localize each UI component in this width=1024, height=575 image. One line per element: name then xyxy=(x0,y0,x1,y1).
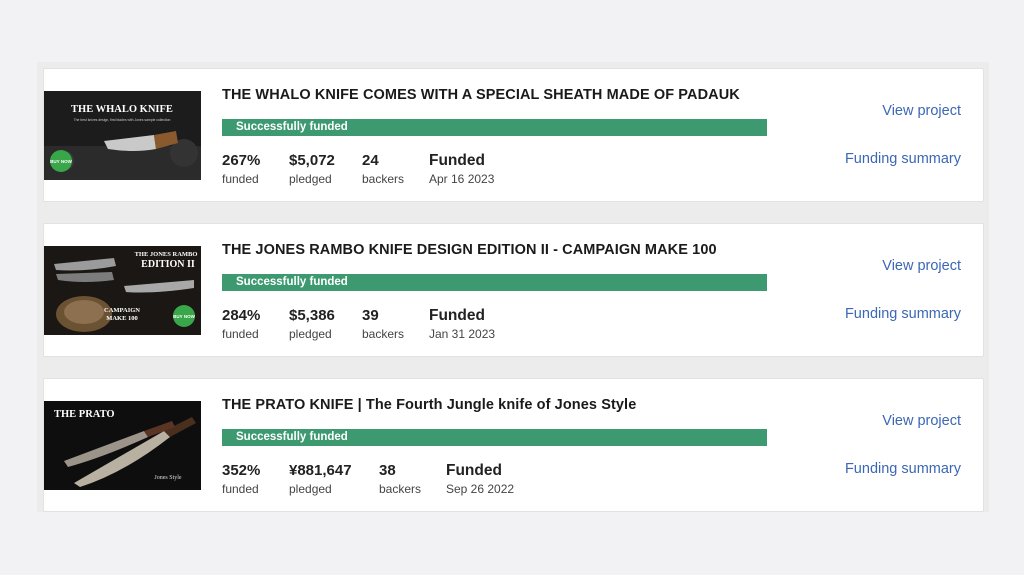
funded-date: Funded Sep 26 2022 xyxy=(446,462,515,496)
whalo-knife-image: THE WHALO KNIFE The best knives design, … xyxy=(44,91,201,180)
project-thumbnail[interactable]: THE WHALO KNIFE The best knives design, … xyxy=(44,91,201,180)
svg-text:Jones Style: Jones Style xyxy=(154,475,182,481)
view-project-link[interactable]: View project xyxy=(882,103,961,119)
amount-pledged: $5,072 pledged xyxy=(289,152,335,186)
percent-funded: 284% funded xyxy=(222,307,261,341)
funded-date: Funded Apr 16 2023 xyxy=(429,152,495,186)
project-card: THE WHALO KNIFE The best knives design, … xyxy=(43,68,984,202)
svg-text:THE WHALO KNIFE: THE WHALO KNIFE xyxy=(71,104,173,115)
svg-text:THE JONES RAMBO: THE JONES RAMBO xyxy=(135,251,198,258)
jones-rambo-knife-image: THE JONES RAMBO EDITION II CAMPAIGN MAKE… xyxy=(44,246,201,335)
percent-funded: 267% funded xyxy=(222,152,261,186)
svg-text:EDITION II: EDITION II xyxy=(141,259,195,270)
project-thumbnail[interactable]: THE JONES RAMBO EDITION II CAMPAIGN MAKE… xyxy=(44,246,201,335)
view-project-link[interactable]: View project xyxy=(882,258,961,274)
funding-summary-link[interactable]: Funding summary xyxy=(844,306,961,322)
prato-knife-image: THE PRATO Jones Style xyxy=(44,401,201,490)
svg-text:BUY NOW: BUY NOW xyxy=(50,159,72,164)
amount-pledged: ¥881,647 pledged xyxy=(289,462,352,496)
funded-date: Funded Jan 31 2023 xyxy=(429,307,496,341)
svg-text:CAMPAIGN: CAMPAIGN xyxy=(104,307,140,314)
project-thumbnail[interactable]: THE PRATO Jones Style xyxy=(44,401,201,490)
view-project-link[interactable]: View project xyxy=(882,413,961,429)
project-card: THE PRATO Jones Style THE PRATO KNIFE | … xyxy=(43,378,984,512)
percent-funded: 352% funded xyxy=(222,462,261,496)
project-title[interactable]: THE JONES RAMBO KNIFE DESIGN EDITION II … xyxy=(222,242,717,258)
funding-summary-link[interactable]: Funding summary xyxy=(844,461,961,477)
backers-count: 24 backers xyxy=(362,152,405,186)
funded-status-bar: Successfully funded xyxy=(222,119,767,136)
amount-pledged: $5,386 pledged xyxy=(289,307,335,341)
svg-text:The best knives design, first: The best knives design, first blades wit… xyxy=(74,118,171,122)
funded-status-bar: Successfully funded xyxy=(222,429,767,446)
funding-summary-link[interactable]: Funding summary xyxy=(844,151,961,167)
funded-status-bar: Successfully funded xyxy=(222,274,767,291)
backers-count: 39 backers xyxy=(362,307,405,341)
project-card: THE JONES RAMBO EDITION II CAMPAIGN MAKE… xyxy=(43,223,984,357)
svg-text:BUY NOW: BUY NOW xyxy=(173,314,195,319)
project-title[interactable]: THE PRATO KNIFE | The Fourth Jungle knif… xyxy=(222,397,637,413)
svg-text:MAKE 100: MAKE 100 xyxy=(106,315,138,322)
backers-count: 38 backers xyxy=(379,462,422,496)
svg-text:THE PRATO: THE PRATO xyxy=(54,409,115,420)
project-title[interactable]: THE WHALO KNIFE COMES WITH A SPECIAL SHE… xyxy=(222,87,740,103)
